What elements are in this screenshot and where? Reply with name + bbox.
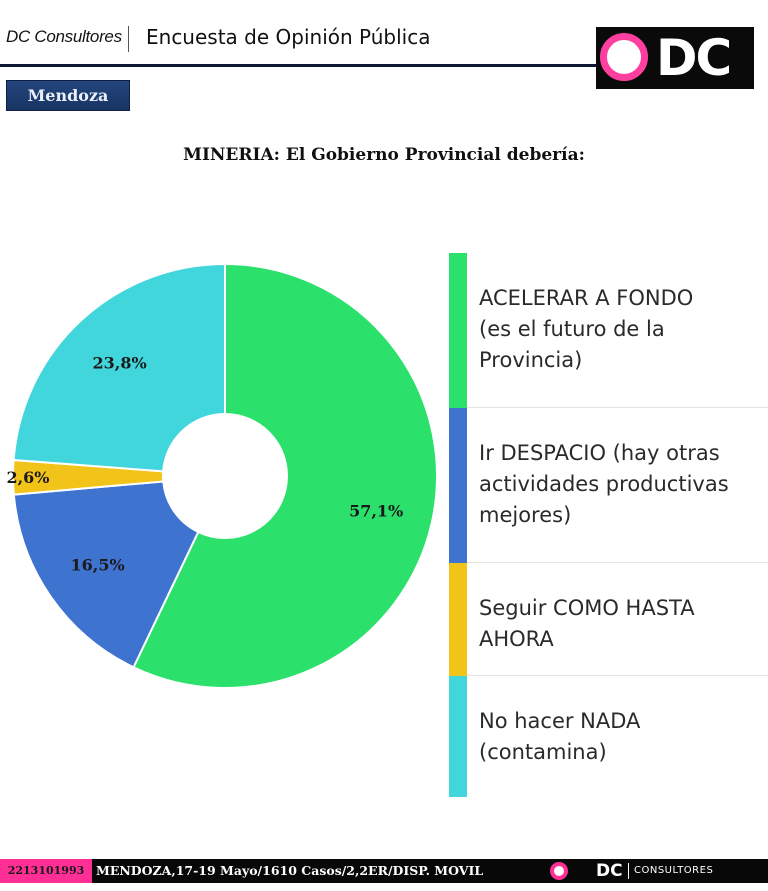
legend-divider [467,675,768,676]
legend-swatch-0 [449,253,467,408]
legend-divider [467,407,768,408]
legend-swatch-3 [449,676,467,797]
slice-value-label-1: 16,5% [71,555,125,574]
legend-swatch-1 [449,408,467,563]
brand-logo: DC [596,27,754,89]
page-title: Encuesta de Opinión Pública [146,25,431,49]
footer-logo-separator [628,863,629,879]
footer-logo-ring-icon [550,862,568,880]
footer-logo-consultores: CONSULTORES [634,865,714,876]
chart-legend: ACELERAR A FONDO (es el futuro de la Provi… [449,253,768,797]
legend-item-0: ACELERAR A FONDO (es el futuro de la Provi… [449,253,768,408]
donut-slice-0 [132,262,438,689]
region-badge: Mendoza [6,80,130,111]
donut-slice-3 [12,262,226,473]
donut-chart: 57,1% 16,5% 2,6% 23,8% [6,262,438,689]
donut-slice-1 [12,480,200,669]
footer-logo-dc: DC [596,861,623,881]
footer-bar: 2213101993 MENDOZA,17-19 Mayo/1610 Casos… [0,859,768,883]
header-rule [0,64,600,67]
slice-value-label-3: 23,8% [93,353,147,372]
slice-value-label-0: 57,1% [349,501,403,520]
legend-item-3: No hacer NADA (contamina) [449,676,768,797]
legend-swatch-2 [449,563,467,676]
logo-ring-icon [600,33,648,81]
legend-item-1: Ir DESPACIO (hay otras actividades produc… [449,408,768,563]
legend-label-2: Seguir COMO HASTA AHORA [479,596,695,651]
footer-phone: 2213101993 [0,859,92,883]
footer-survey-info: MENDOZA,17-19 Mayo/1610 Casos/2,2ER/DISP… [96,863,484,878]
chart-title: MINERIA: El Gobierno Provincial debería: [183,145,585,165]
legend-divider [467,562,768,563]
header-separator [128,26,129,52]
legend-label-0: ACELERAR A FONDO (es el futuro de la Provi… [479,286,694,372]
brand-name: DC Consultores [6,27,122,46]
legend-item-2: Seguir COMO HASTA AHORA [449,563,768,676]
logo-text: DC [656,29,732,87]
slice-value-label-2: 2,6% [6,468,49,487]
legend-label-3: No hacer NADA (contamina) [479,709,641,764]
legend-label-1: Ir DESPACIO (hay otras actividades produc… [479,441,729,527]
